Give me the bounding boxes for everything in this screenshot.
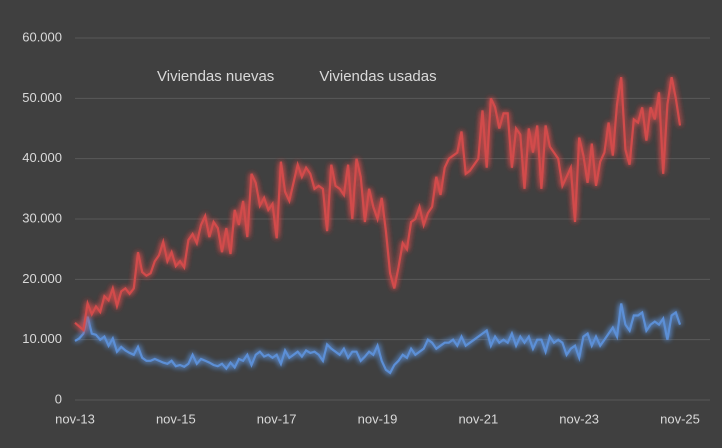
series-line — [74, 76, 682, 333]
y-tick-label: 0 — [55, 391, 62, 406]
legend-label: Viviendas usadas — [319, 68, 436, 85]
legend-label: Viviendas nuevas — [157, 68, 274, 85]
series-line — [74, 303, 682, 375]
y-tick-label: 30.000 — [22, 210, 62, 225]
y-tick-label: 60.000 — [22, 29, 62, 44]
y-tick-label: 50.000 — [22, 90, 62, 105]
x-tick-label: nov-15 — [156, 411, 196, 426]
y-tick-label: 40.000 — [22, 150, 62, 165]
x-tick-label: nov-17 — [257, 411, 297, 426]
x-tick-label: nov-19 — [358, 411, 398, 426]
x-tick-label: nov-13 — [55, 411, 95, 426]
y-tick-label: 20.000 — [22, 271, 62, 286]
y-tick-label: 10.000 — [22, 331, 62, 346]
x-tick-label: nov-21 — [458, 411, 498, 426]
x-tick-label: nov-23 — [559, 411, 599, 426]
x-tick-label: nov-25 — [660, 411, 700, 426]
